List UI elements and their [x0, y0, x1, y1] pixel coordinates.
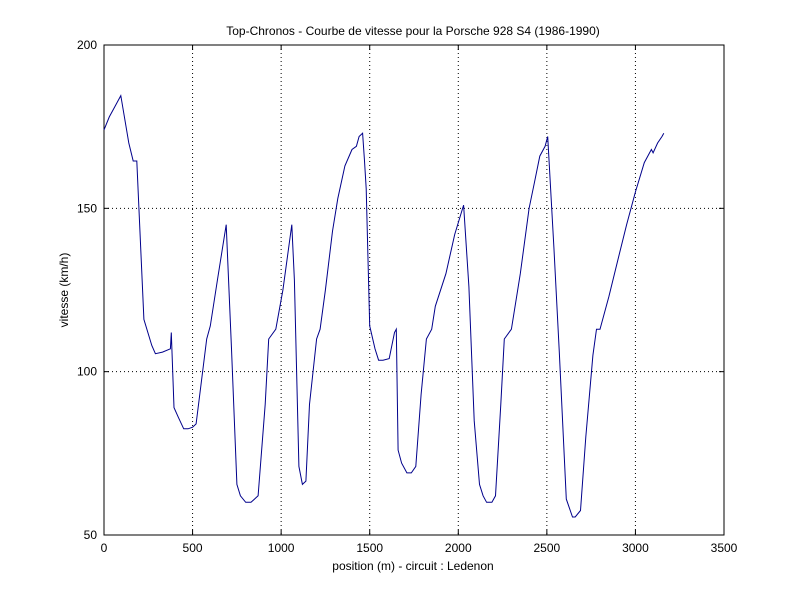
x-tick-label: 1500	[356, 541, 383, 555]
x-tick-label: 0	[101, 541, 108, 555]
y-tick-label: 50	[84, 528, 98, 542]
speed-series-line	[103, 94, 665, 518]
x-axis-label: position (m) - circuit : Ledenon	[332, 559, 493, 573]
x-tick-label: 1000	[268, 541, 295, 555]
chart-title: Top-Chronos - Courbe de vitesse pour la …	[226, 24, 600, 38]
x-tick-label: 2500	[534, 541, 561, 555]
x-tick-label: 3500	[711, 541, 738, 555]
axis-ticks: 0 500 1000 1500 2000 2500 3000 3500 50 100 150 200	[77, 38, 738, 555]
plot-area-frame	[103, 44, 725, 536]
x-tick-label: 3000	[622, 541, 649, 555]
y-tick-label: 100	[77, 365, 97, 379]
grid-lines	[104, 45, 724, 535]
y-axis-label: vitesse (km/h)	[57, 253, 71, 328]
x-tick-label: 500	[183, 541, 203, 555]
y-tick-label: 150	[77, 201, 97, 215]
x-tick-label: 2000	[445, 541, 472, 555]
y-tick-label: 200	[77, 38, 97, 52]
